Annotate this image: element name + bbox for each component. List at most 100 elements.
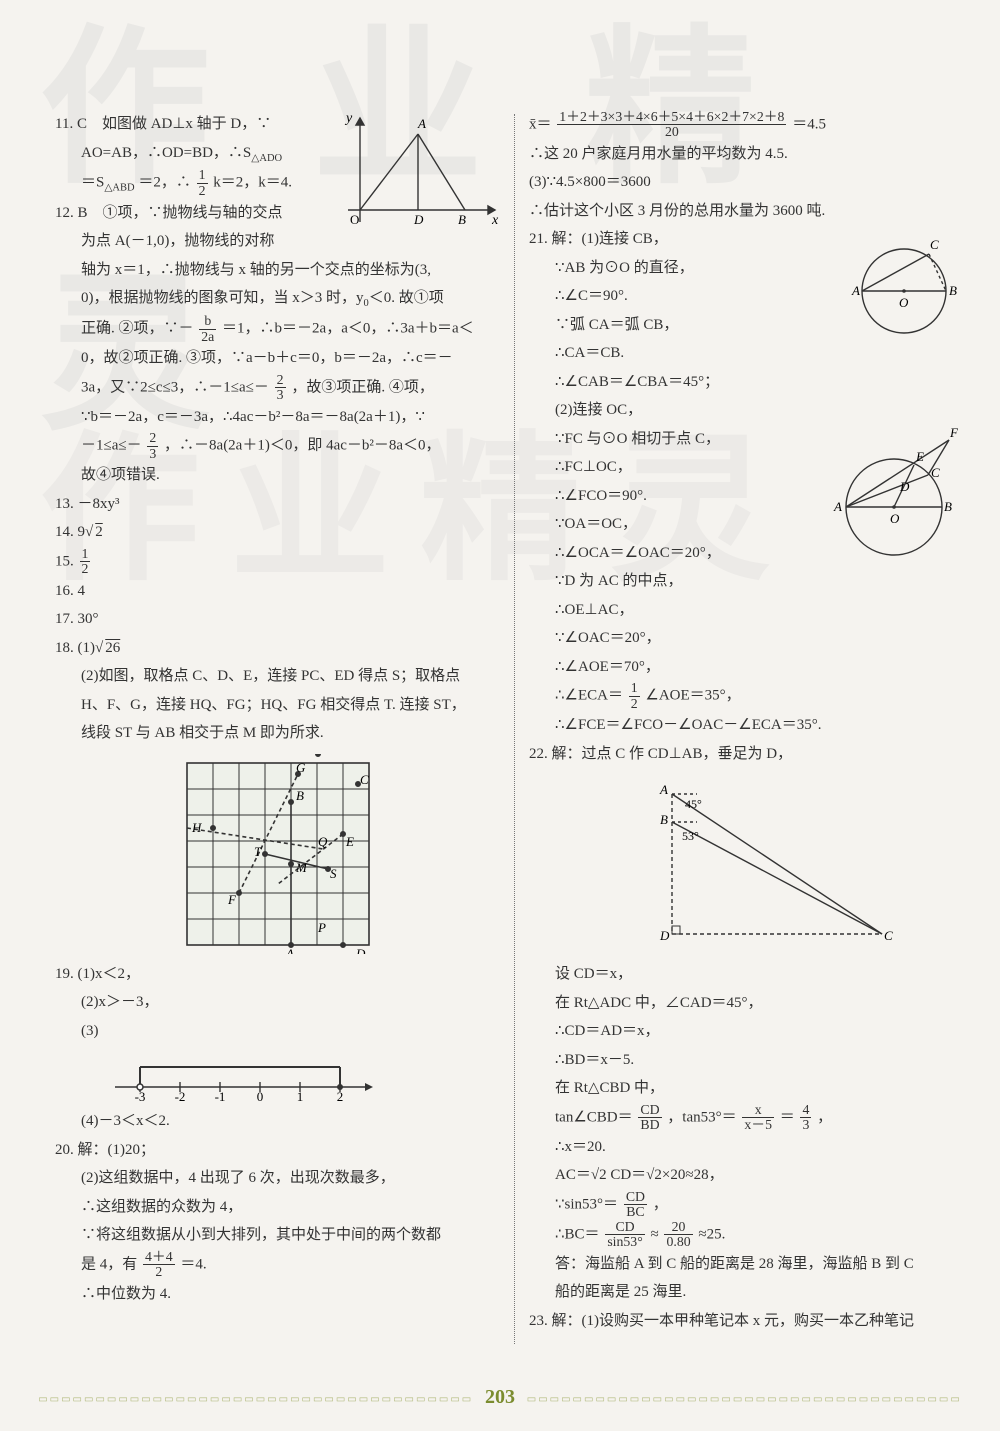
q21-l5: ∴∠CAB＝∠CBA＝45°；	[529, 368, 974, 397]
q22l6c: ＝	[780, 1109, 795, 1125]
q12-l6: 3a，又∵2≤c≤3，∴－1≤a≤－ 23 ，故③项正确. ④项，	[55, 373, 500, 403]
svg-text:D: D	[413, 212, 424, 227]
svg-text:A: A	[833, 499, 842, 514]
svg-text:C: C	[884, 928, 893, 943]
q22-l6: tan∠CBD＝ CDBD ，tan53°＝ xx－5 ＝ 43 ，	[529, 1103, 974, 1133]
cont-pre: x̄＝	[529, 116, 552, 132]
q21-l16a: ∴∠ECA＝	[555, 688, 623, 704]
q22f4n: CD	[624, 1190, 647, 1205]
svg-text:F: F	[227, 892, 237, 907]
svg-text:E: E	[915, 449, 924, 464]
q11-l1a: AO=AB，∴OD=BD，∴S	[81, 145, 251, 161]
svg-text:1: 1	[297, 1089, 304, 1101]
q15d: 2	[80, 562, 91, 576]
q21-l17: ∴∠FCE＝∠FCO－∠OAC－∠ECA＝35°.	[529, 711, 974, 740]
q11-figure: x y O A D B	[340, 110, 500, 230]
q22l10b: ≈	[650, 1226, 658, 1242]
q22f6n: 20	[664, 1220, 692, 1235]
svg-text:E: E	[345, 834, 354, 849]
q18-p1: 18. (1)√26	[55, 634, 500, 663]
q20-l1: (2)这组数据中，4 出现了 6 次，出现次数最多，	[55, 1164, 500, 1193]
svg-text:A: A	[285, 946, 294, 954]
q15a: 15.	[55, 553, 78, 569]
q21-l16b: ∠AOE＝35°，	[645, 688, 740, 704]
q11-l2b: ＝2，∴	[138, 175, 191, 191]
q15: 15. 12	[55, 547, 500, 577]
cont-fn: 1＋2＋3×3＋4×6＋5×4＋6×2＋7×2＋8	[557, 110, 786, 125]
q20-l4: 是 4，有 4＋42 ＝4.	[55, 1250, 500, 1280]
q14r: 2	[93, 524, 103, 540]
svg-text:D: D	[899, 479, 910, 494]
svg-text:2: 2	[337, 1089, 344, 1101]
q21-l16: ∴∠ECA＝ 12 ∠AOE＝35°，	[529, 681, 974, 711]
q21fn: 1	[629, 681, 640, 696]
q21-l12: ∵D 为 AC 的中点，	[529, 567, 974, 596]
q22l6b: ，tan53°＝	[667, 1109, 736, 1125]
q14: 14. 9√2	[55, 518, 500, 547]
q22l9b: ，	[653, 1196, 668, 1212]
q21-circle1-fig: A B C O	[834, 229, 974, 339]
q11-l2sub: △ABD	[104, 183, 134, 194]
q19-l3: (3)	[55, 1017, 500, 1046]
q22f5n: CD	[605, 1220, 644, 1235]
q17: 17. 30°	[55, 605, 500, 634]
q22-l5: 在 Rt△CBD 中，	[529, 1074, 974, 1103]
q21-l15: ∴∠AOE＝70°，	[529, 653, 974, 682]
q22-l11: 答：海监船 A 到 C 船的距离是 28 海里，海监船 B 到 C	[529, 1250, 974, 1279]
cont-l2: (3)∵4.5×800＝3600	[529, 168, 974, 197]
q11-l2c: k＝2，k＝4.	[213, 175, 292, 191]
q11-l1sub: △ADO	[251, 153, 282, 164]
q12-l6a: 3a，又∵2≤c≤3，∴－1≤a≤－	[81, 379, 269, 395]
q12-f2d: 3	[275, 388, 286, 402]
q22-figure: A B C D 45° 53°	[602, 774, 902, 954]
svg-text:y: y	[344, 111, 353, 126]
svg-text:B: B	[458, 212, 466, 227]
q19-l2: (2)x＞－3，	[55, 988, 500, 1017]
q22l10c: ≈25.	[698, 1226, 725, 1242]
svg-text:-1: -1	[215, 1089, 226, 1101]
q22f5d: sin53°	[605, 1235, 644, 1249]
q12-l8b: ，∴－8a(2a＋1)＜0，即 4ac－b²－8a＜0，	[164, 438, 441, 454]
q22l6a: tan∠CBD＝	[555, 1109, 633, 1125]
svg-text:B: B	[944, 499, 952, 514]
q22l6d: ，	[817, 1109, 832, 1125]
q11-fden: 2	[197, 184, 208, 198]
q12-l4: 正确. ②项，∵－ b2a ＝1，∴b＝－2a，a＜0，∴3a＋b＝a＜	[55, 314, 500, 344]
q22-l12: 船的距离是 25 海里.	[529, 1278, 974, 1307]
cont-avg: x̄＝ 1＋2＋3×3＋4×6＋5×4＋6×2＋7×2＋820 ＝4.5	[529, 110, 974, 140]
footer-dots-left: ▭▭▭▭▭▭▭▭▭▭▭▭▭▭▭▭▭▭▭▭▭▭▭▭▭▭▭▭▭▭▭▭▭▭▭▭▭▭	[38, 1394, 473, 1405]
svg-text:D: D	[355, 946, 366, 954]
svg-text:O: O	[899, 295, 909, 310]
q21-l6: (2)连接 OC，	[529, 396, 974, 425]
svg-text:B: B	[660, 812, 668, 827]
q22-l4: ∴BD＝x－5.	[529, 1046, 974, 1075]
q12-l5: 0，故②项正确. ③项，∵a－b＋c＝0，b＝－2a，∴c＝－	[55, 344, 500, 373]
svg-text:C: C	[360, 772, 369, 787]
page-content: x y O A D B 11. C 如图做 AD⊥x 轴于 D，∵ AO=AB，…	[0, 0, 1000, 1370]
q20-l5: ∴中位数为 4.	[55, 1280, 500, 1309]
q20-head: 20. 解：(1)20；	[55, 1136, 500, 1165]
q12-l3b: ＜0. 故①项	[369, 290, 444, 306]
q22f6d: 0.80	[664, 1235, 692, 1249]
q20-l4b: ＝4.	[180, 1256, 206, 1272]
q18-p3: H、F、G，连接 HQ、FG；HQ、FG 相交得点 T. 连接 ST，	[55, 691, 500, 720]
svg-text:x: x	[491, 213, 499, 228]
svg-text:G: G	[296, 760, 306, 775]
svg-text:M: M	[295, 860, 308, 875]
q12-l3: 0)，根据抛物线的图象可知，当 x＞3 时，y0＜0. 故①项	[55, 284, 500, 314]
left-column: x y O A D B 11. C 如图做 AD⊥x 轴于 D，∵ AO=AB，…	[55, 110, 514, 1350]
right-column: x̄＝ 1＋2＋3×3＋4×6＋5×4＋6×2＋7×2＋820 ＝4.5 ∴这 …	[515, 110, 974, 1350]
q12-l2: 轴为 x＝1，∴抛物线与 x 轴的另一个交点的坐标为(3,	[55, 256, 500, 285]
q20-l4a: 是 4，有	[81, 1256, 137, 1272]
q12-f1d: 2a	[199, 330, 216, 344]
q12-l8a: －1≤a≤－	[81, 438, 142, 454]
q20-l3: ∵将这组数据从小到大排列，其中处于中间的两个数都	[55, 1221, 500, 1250]
svg-text:S: S	[330, 866, 337, 881]
q22-l1: 设 CD＝x，	[529, 960, 974, 989]
q18-p4: 线段 ST 与 AB 相交于点 M 即为所求.	[55, 719, 500, 748]
q13: 13. －8xy³	[55, 490, 500, 519]
q12-f1n: b	[199, 314, 216, 329]
q19-l1: 19. (1)x＜2，	[55, 960, 500, 989]
q12-l9: 故④项错误.	[55, 461, 500, 490]
q15n: 1	[80, 547, 91, 562]
